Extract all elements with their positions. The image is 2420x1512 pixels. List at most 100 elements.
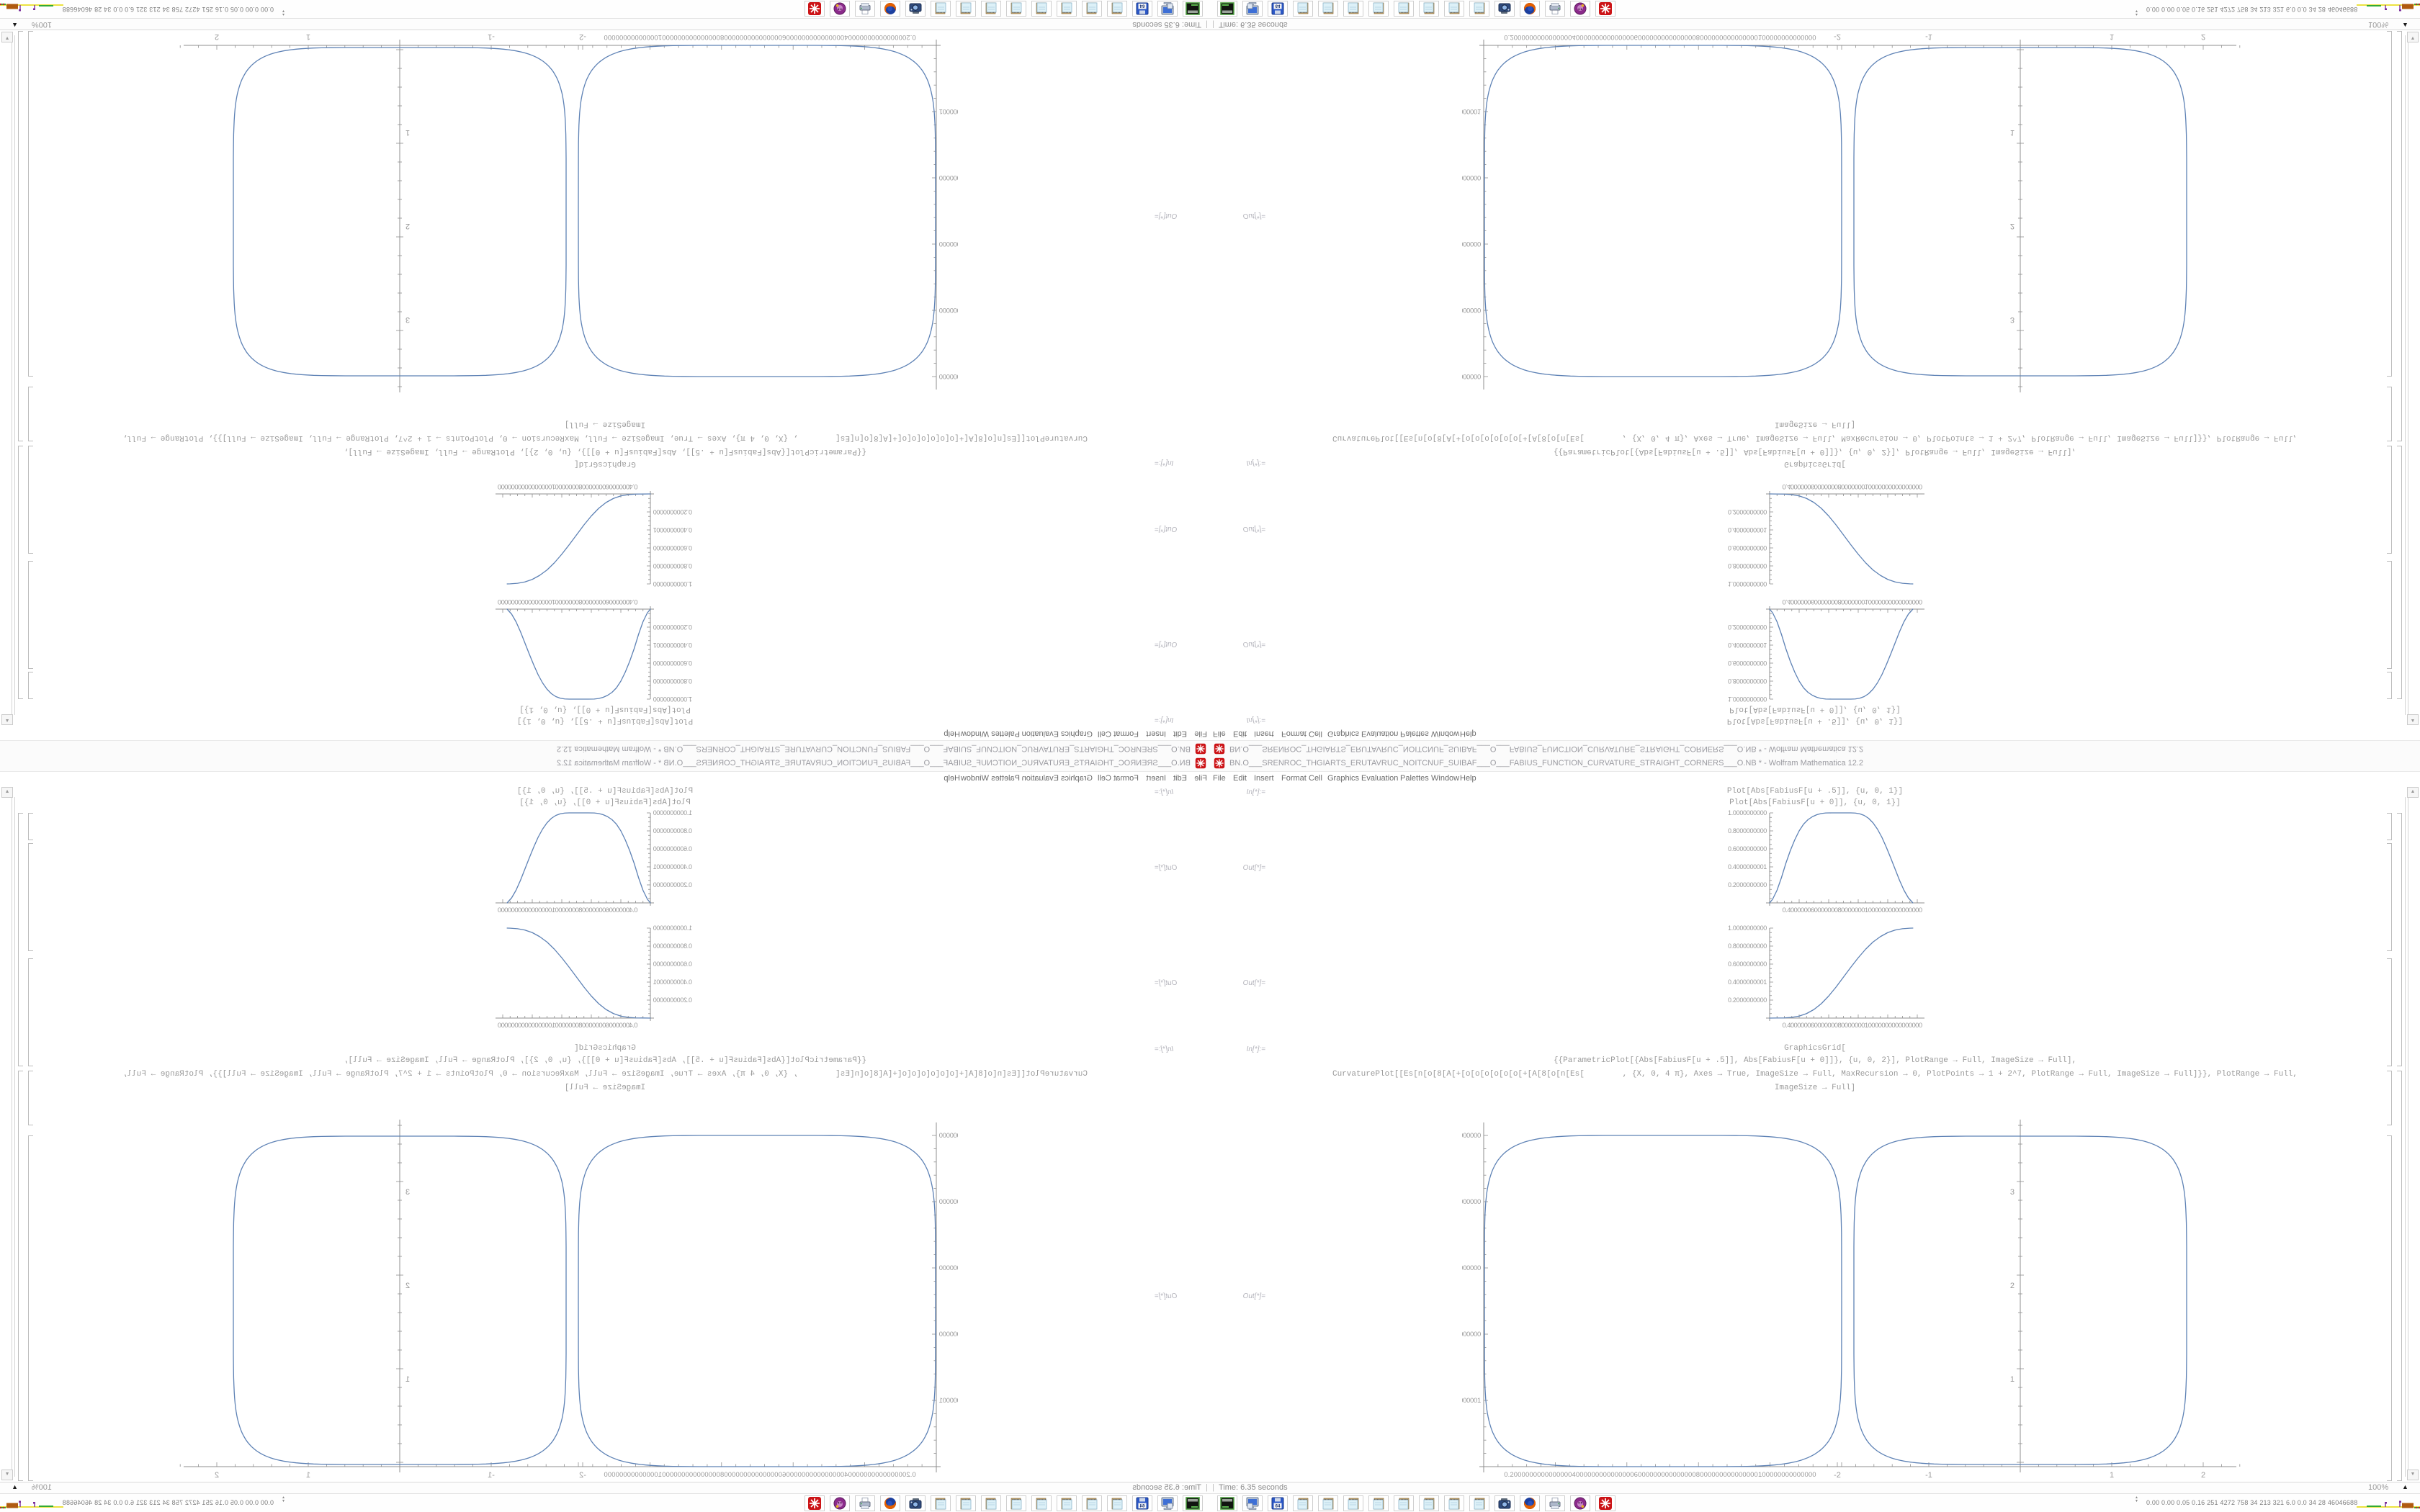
code-line[interactable]: GraphicsGrid[	[1784, 1044, 1846, 1053]
notebook-content[interactable]: 1.0000000000 0.8000000000 0.6000000000 0.40…	[0, 786, 1210, 1482]
menu-item-window[interactable]: Window	[960, 729, 989, 738]
taskbar-button-file-manager[interactable]	[1157, 1495, 1178, 1511]
code-line[interactable]: CurvaturePlot[[Es[n[o[8[A[+[o[o[o[o[o[o[…	[122, 1070, 1088, 1079]
taskbar-button-notepad[interactable]	[981, 1, 1001, 17]
taskbar-button-media-app[interactable]	[1570, 1495, 1590, 1511]
menu-item-window[interactable]: Window	[960, 774, 989, 783]
taskbar-button-notepad[interactable]	[1444, 1495, 1464, 1511]
menu-item-edit[interactable]: Edit	[1233, 774, 1247, 783]
code-line[interactable]: Plot[Abs[FabiusF[u + .5]], {u, 0, 1}]	[516, 787, 694, 796]
cell-bracket[interactable]	[28, 843, 33, 951]
taskbar-button-notepad[interactable]	[981, 1495, 1001, 1511]
taskbar-button-notepad[interactable]	[1394, 1495, 1414, 1511]
menu-item-file[interactable]: File	[1213, 774, 1226, 783]
taskbar-button-printer[interactable]	[1545, 1495, 1565, 1511]
taskbar-button-printer[interactable]	[855, 1495, 875, 1511]
window-titlebar[interactable]: BN.O___SRENROC_THGIARTS_ERUTAVRUC_NOITCN…	[0, 756, 1210, 772]
code-line[interactable]: ImageSize → Full]	[1774, 1084, 1856, 1092]
menu-item-window[interactable]: Window	[1431, 774, 1460, 783]
cell-bracket[interactable]	[2387, 446, 2392, 554]
window-titlebar[interactable]: BN.O___SRENROC_THGIARTS_ERUTAVRUC_NOITCN…	[0, 740, 1210, 756]
taskbar-button-notepad[interactable]	[1419, 1495, 1439, 1511]
menu-item-edit[interactable]: Edit	[1173, 774, 1187, 783]
cell-bracket[interactable]	[2387, 958, 2392, 1066]
code-line[interactable]: {{ParametricPlot[{Abs[FabiusF[u + .5]], …	[343, 447, 867, 456]
resize-grip-icon[interactable]: ▲	[2402, 22, 2408, 29]
menu-item-cell[interactable]: Cell	[1098, 774, 1111, 783]
code-line[interactable]: {{ParametricPlot[{Abs[FabiusF[u + .5]], …	[1553, 447, 2077, 456]
taskbar-button-notepad[interactable]	[1394, 1, 1414, 17]
taskbar-button-file-manager[interactable]	[1242, 1, 1263, 17]
menu-item-edit[interactable]: Edit	[1173, 729, 1187, 738]
code-line[interactable]: Plot[Abs[FabiusF[u + 0]], {u, 0, 1}]	[519, 798, 691, 807]
taskbar-button-notepad[interactable]	[931, 1495, 951, 1511]
taskbar-button-media-app[interactable]	[830, 1, 850, 17]
taskbar-button-screenshot-tool[interactable]	[1494, 1, 1515, 17]
scrollbar-up-button[interactable]: ▲	[2407, 787, 2419, 798]
resize-grip-icon[interactable]: ▲	[12, 1483, 18, 1490]
resize-grip-icon[interactable]: ▲	[12, 22, 18, 29]
window-titlebar[interactable]: BN.O___SRENROC_THGIARTS_ERUTAVRUC_NOITCN…	[1210, 756, 2420, 772]
taskbar-button-printer[interactable]	[1545, 1, 1565, 17]
taskbar-button-notepad[interactable]	[1318, 1495, 1338, 1511]
cell-group-bracket[interactable]	[18, 813, 23, 1066]
taskbar-button-media-app[interactable]	[1570, 1, 1590, 17]
taskbar-button-notepad[interactable]	[1107, 1, 1127, 17]
menu-item-cell[interactable]: Cell	[1098, 729, 1111, 738]
scrollbar-down-button[interactable]: ▼	[1, 1470, 13, 1480]
taskbar-button-notepad[interactable]	[1343, 1495, 1363, 1511]
taskbar-button-terminal[interactable]	[1217, 1495, 1237, 1511]
code-line[interactable]: {{ParametricPlot[{Abs[FabiusF[u + .5]], …	[1553, 1056, 2077, 1065]
taskbar-button-notepad[interactable]	[1031, 1, 1052, 17]
cell-bracket[interactable]	[2387, 31, 2392, 377]
menu-item-cell[interactable]: Cell	[1309, 729, 1322, 738]
notebook-content[interactable]: 1.0000000000 0.8000000000 0.6000000000 0.40…	[1210, 786, 2420, 1482]
scrollbar-track[interactable]	[2405, 35, 2408, 715]
code-line[interactable]: CurvaturePlot[[Es[n[o[8[A[+[o[o[o[o[o[o[…	[1332, 433, 2298, 442]
code-line[interactable]: {{ParametricPlot[{Abs[FabiusF[u + .5]], …	[343, 1056, 867, 1065]
code-line[interactable]: Plot[Abs[FabiusF[u + 0]], {u, 0, 1}]	[519, 705, 691, 714]
cell-bracket[interactable]	[28, 1135, 33, 1481]
taskbar[interactable]: ▲ ▼ 0.00 0.00 0.05 0.16 251 4272 758 34 2…	[0, 0, 1210, 19]
cell-group-bracket[interactable]	[18, 446, 23, 699]
taskbar-button-screenshot-tool[interactable]	[1494, 1495, 1515, 1511]
menu-item-format[interactable]: Format	[1281, 774, 1307, 783]
code-line[interactable]: GraphicsGrid[	[574, 459, 636, 468]
cell-group-bracket[interactable]	[2397, 813, 2402, 1066]
menu-item-graphics[interactable]: Graphics	[1327, 729, 1360, 738]
taskbar-button-notepad[interactable]	[1057, 1, 1077, 17]
window-titlebar[interactable]: BN.O___SRENROC_THGIARTS_ERUTAVRUC_NOITCN…	[1210, 740, 2420, 756]
menu-item-help[interactable]: Help	[1460, 729, 1476, 738]
menu-item-palettes[interactable]: Palettes	[991, 774, 1020, 783]
menu-item-palettes[interactable]: Palettes	[991, 729, 1020, 738]
taskbar-button-notepad[interactable]	[1293, 1495, 1313, 1511]
taskbar-button-notepad[interactable]	[1107, 1495, 1127, 1511]
menu-item-window[interactable]: Window	[1431, 729, 1460, 738]
code-line[interactable]: Plot[Abs[FabiusF[u + .5]], {u, 0, 1}]	[1726, 716, 1904, 725]
menu-item-insert[interactable]: Insert	[1254, 729, 1274, 738]
taskbar-button-notepad[interactable]	[1082, 1495, 1102, 1511]
cell-bracket[interactable]	[28, 387, 33, 441]
menu-item-help[interactable]: Help	[1460, 774, 1476, 783]
taskbar-button-printer[interactable]	[855, 1, 875, 17]
scrollbar-track[interactable]	[12, 35, 15, 715]
taskbar-button-notepad[interactable]	[1006, 1495, 1026, 1511]
menu-item-evaluation[interactable]: Evaluation	[1361, 729, 1399, 738]
taskbar-button-notepad[interactable]	[1368, 1495, 1389, 1511]
taskbar-button-notepad[interactable]	[1006, 1, 1026, 17]
menu-item-graphics[interactable]: Graphics	[1327, 774, 1360, 783]
scrollbar-track[interactable]	[12, 797, 15, 1477]
cell-group-bracket[interactable]	[18, 1071, 23, 1481]
cell-bracket[interactable]	[2387, 843, 2392, 951]
cell-bracket[interactable]	[28, 561, 33, 669]
taskbar[interactable]: ▲ ▼ 0.00 0.00 0.05 0.16 251 4272 758 34 2…	[1210, 0, 2420, 19]
cell-bracket[interactable]	[28, 672, 33, 699]
taskbar-button-screenshot-tool[interactable]	[905, 1, 926, 17]
taskbar-button-firefox[interactable]	[1520, 1495, 1540, 1511]
menu-item-evaluation[interactable]: Evaluation	[1021, 729, 1059, 738]
code-line[interactable]: GraphicsGrid[	[1784, 459, 1846, 468]
taskbar-button-notepad[interactable]	[1293, 1, 1313, 17]
taskbar-button-notepad[interactable]	[1419, 1, 1439, 17]
cell-bracket[interactable]	[2387, 1135, 2392, 1481]
menu-item-help[interactable]: Help	[944, 729, 960, 738]
